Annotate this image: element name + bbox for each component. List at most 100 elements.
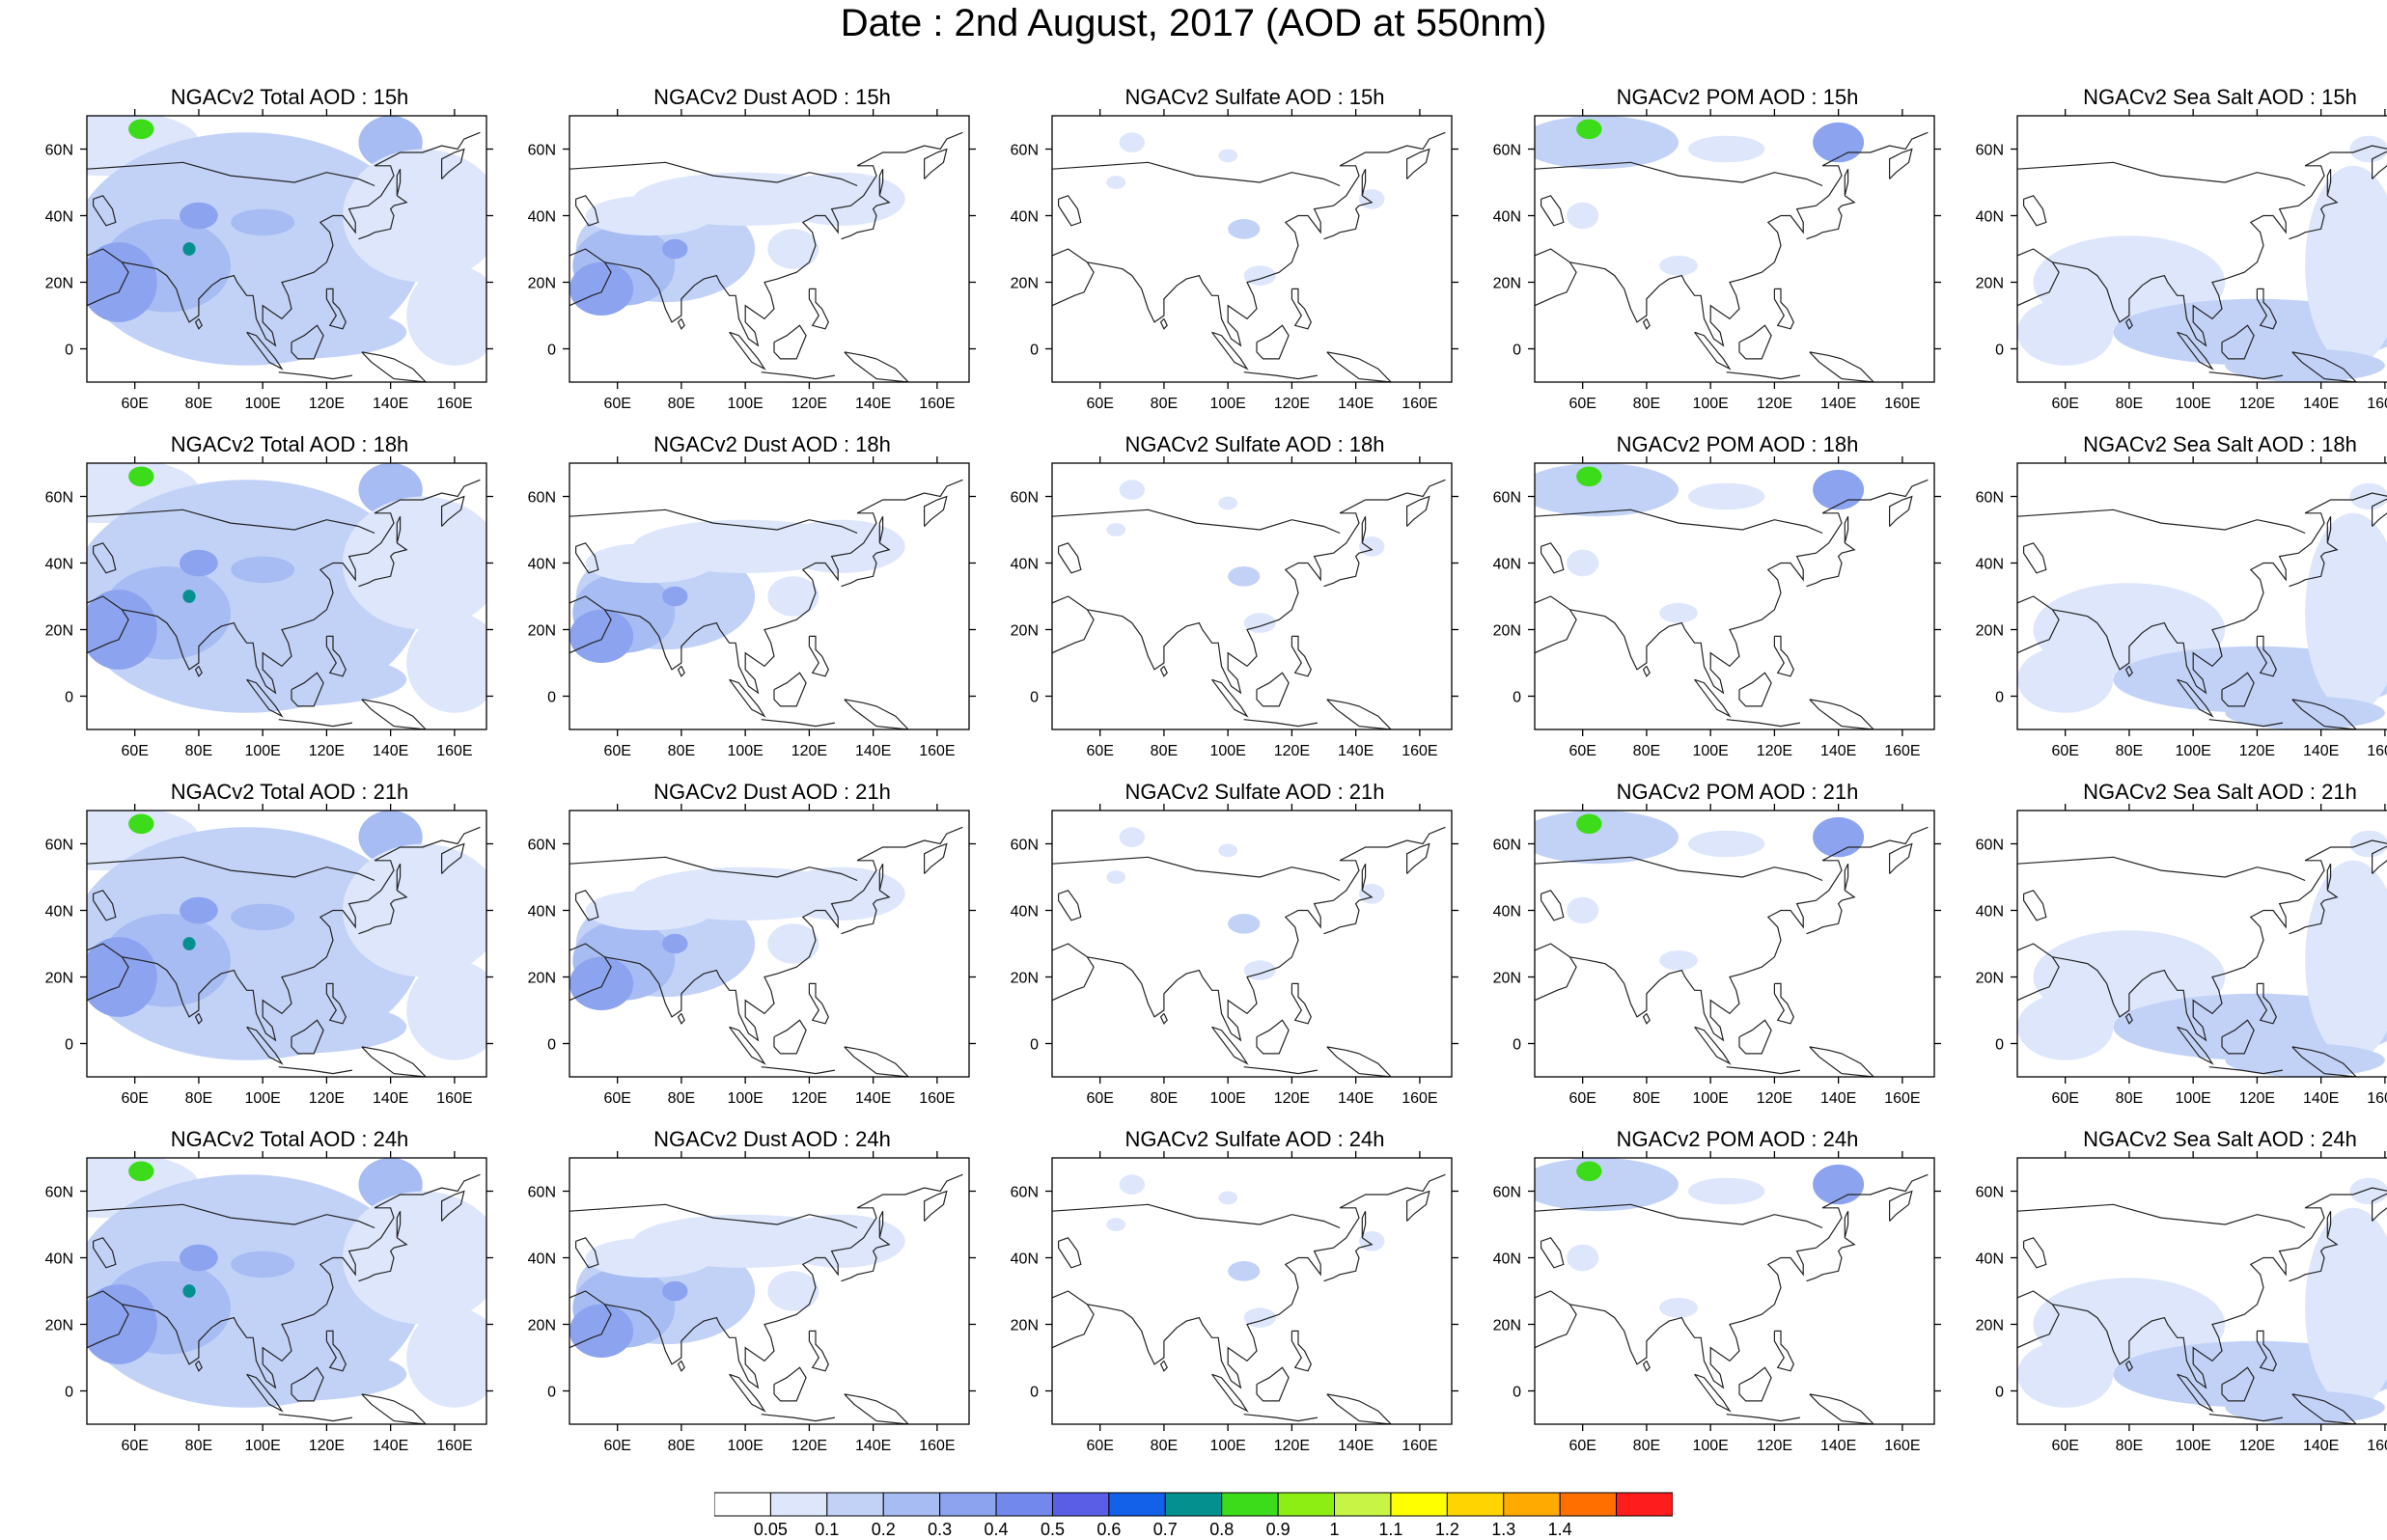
coastline (2289, 542, 2339, 588)
aod-field (1052, 811, 1452, 1077)
coastline (2291, 699, 2357, 729)
map-panel: NGACv2 POM AOD : 21h 60E 80E 100E 120E 140E 16… (1493, 780, 1979, 1129)
coastline (1406, 842, 1430, 874)
coastline (1052, 1290, 1095, 1349)
lon-tick-label: 60E (1086, 396, 1113, 412)
lon-tick-label: 60E (2051, 1438, 2078, 1454)
lon-tick-label: 120E (309, 1090, 345, 1107)
lon-tick-label: 120E (791, 1438, 827, 1454)
lat-tick-label: 40N (1493, 209, 1521, 226)
lon-tick-label: 140E (855, 1438, 891, 1454)
coastline (92, 542, 117, 574)
plot-frame (1534, 810, 1935, 1078)
lon-tick-label: 60E (1568, 1090, 1596, 1107)
lat-tick-label: 20N (1493, 623, 1521, 640)
aod-blob (182, 305, 407, 359)
lon-tick-label: 100E (1692, 396, 1728, 412)
aod-field (2017, 1158, 2387, 1424)
coastline (1535, 161, 1823, 187)
coastline (1256, 1366, 1290, 1402)
map-plot: 60E 80E 100E 120E 140E 160E 60N 40N 20N 0 (1493, 109, 1941, 412)
coastline (358, 1237, 408, 1282)
lon-tick-label: 100E (727, 396, 763, 412)
coastline (2017, 161, 2306, 187)
lon-tick-label: 100E (2175, 743, 2210, 759)
coastline (569, 248, 612, 307)
lat-tick-label: 60N (1976, 143, 2004, 159)
aod-field (1535, 463, 1934, 729)
colorbar-box (1051, 1492, 1110, 1517)
lon-tick-label: 80E (668, 396, 695, 412)
lat-tick-label: 20N (1976, 1318, 2004, 1334)
lat-tick-label: 20N (1976, 971, 2004, 987)
aod-blob (662, 238, 688, 260)
aod-field (87, 1158, 486, 1424)
coastline (1087, 826, 1446, 1042)
lon-tick-label: 120E (309, 1438, 345, 1454)
coastline (1052, 595, 1095, 654)
coastline (1057, 195, 1082, 227)
map-plot: 60E 80E 100E 120E 140E 160E 60N 40N 20N 0 (528, 456, 976, 759)
coastline (1726, 1414, 1801, 1422)
coastline (358, 542, 408, 588)
coastline (2372, 498, 2387, 527)
coastline (1809, 1393, 1874, 1424)
coastline (92, 890, 117, 921)
coastline (808, 1330, 829, 1372)
panel-title: NGACv2 POM AOD : 15h (1616, 85, 1859, 109)
colorbar-box (1277, 1492, 1336, 1517)
lat-tick-label: 40N (1976, 904, 2004, 921)
lat-tick-label: 60N (1976, 1185, 2004, 1201)
coastline (878, 863, 884, 891)
aod-blob (1567, 896, 1599, 924)
map-plot: 60E 80E 100E 120E 140E 160E 60N 40N 20N 0 (45, 804, 493, 1107)
coastline (92, 1237, 117, 1269)
plot-frame (1051, 810, 1453, 1078)
aod-blob (182, 590, 196, 603)
coastline (122, 826, 481, 1042)
coastline (87, 248, 129, 307)
lat-tick-label: 40N (528, 1251, 556, 1268)
lon-tick-label: 160E (436, 1090, 472, 1107)
map-panel: NGACv2 Dust AOD : 21h 60E 80E 100E 120E 140E 1… (528, 780, 1013, 1129)
coastline (1773, 1330, 1794, 1372)
coastline (2221, 1366, 2255, 1402)
coastline (87, 595, 129, 654)
coastline (1726, 371, 1801, 380)
lat-tick-label: 40N (45, 209, 73, 226)
aod-blob (1106, 523, 1126, 536)
map-panel: NGACv2 Dust AOD : 18h 60E 80E 100E 120E 140E 1… (528, 432, 1013, 782)
lat-tick-label: 20N (1011, 1318, 1039, 1334)
coastline (1159, 1012, 1168, 1025)
coastline (1326, 1393, 1392, 1424)
lon-tick-label: 80E (2116, 1438, 2143, 1454)
aod-blob (1567, 1244, 1599, 1272)
lat-tick-label: 40N (1493, 557, 1521, 573)
lat-tick-label: 0 (1995, 343, 2004, 359)
lat-tick-label: 20N (1011, 276, 1039, 292)
aod-field (1535, 1158, 1934, 1424)
plot-frame (569, 115, 970, 383)
aod-blob (1688, 135, 1765, 163)
coastline (1057, 890, 1082, 921)
aod-blob (1813, 1164, 1865, 1205)
lon-tick-label: 140E (2303, 1438, 2339, 1454)
map-panel: NGACv2 Sea Salt AOD : 24h 60E 80E 100E 120E 1… (1976, 1127, 2387, 1476)
lat-tick-label: 0 (65, 690, 73, 706)
lon-tick-label: 60E (603, 743, 630, 759)
lat-tick-label: 20N (528, 276, 556, 292)
plot-frame (1051, 1157, 1453, 1425)
coastline (1361, 515, 1367, 543)
lon-tick-label: 160E (919, 1438, 955, 1454)
lon-tick-label: 120E (1757, 743, 1792, 759)
lon-tick-label: 60E (603, 1438, 630, 1454)
aod-blob (231, 1251, 295, 1279)
colorbar-box (995, 1492, 1053, 1517)
map-plot: 60E 80E 100E 120E 140E 160E 60N 40N 20N 0 (1011, 456, 1458, 759)
lat-tick-label: 60N (1976, 838, 2004, 854)
coastline (2017, 1290, 2060, 1349)
lat-tick-label: 20N (528, 1318, 556, 1334)
lon-tick-label: 100E (727, 1090, 763, 1107)
coastline (1844, 863, 1849, 891)
colorbar-label: 0.9 (1266, 1520, 1291, 1539)
